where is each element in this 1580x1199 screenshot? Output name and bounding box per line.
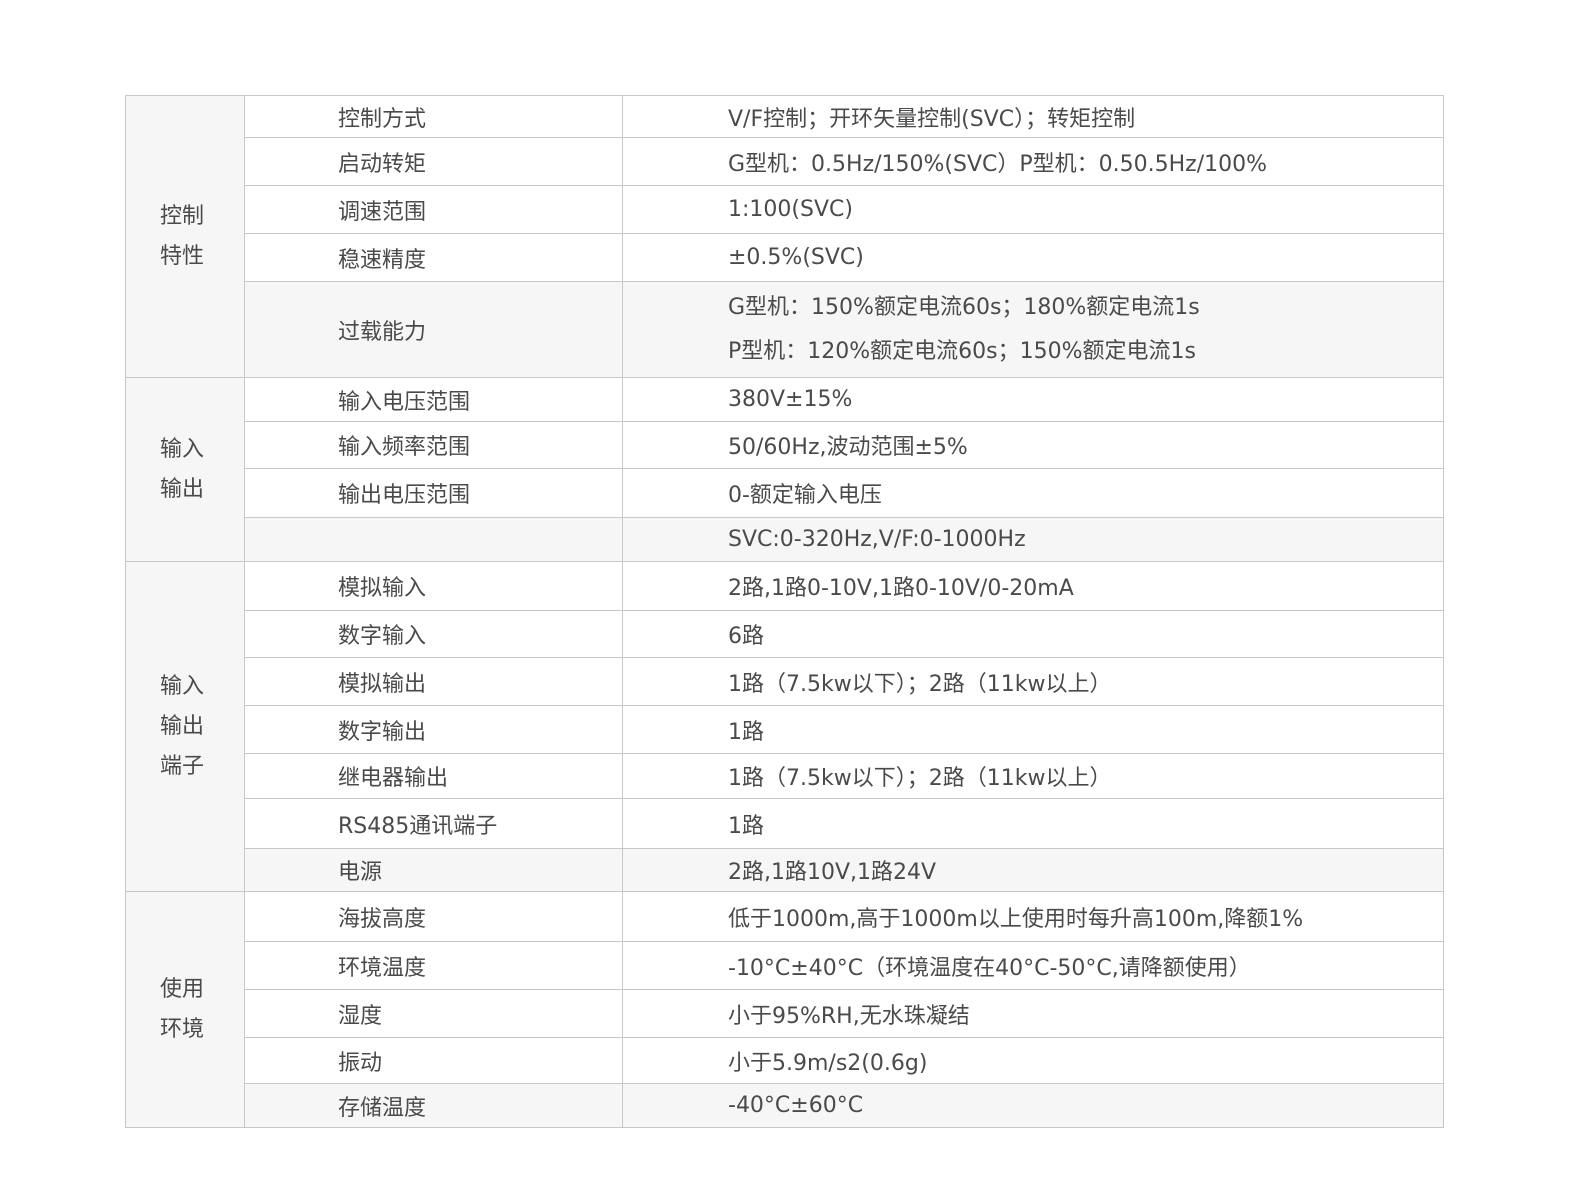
group-label: 控制 特性 — [125, 95, 245, 378]
spec-value: 6路 — [622, 610, 1444, 658]
spec-value-line: 1路 — [728, 813, 764, 839]
spec-name: 存储温度 — [244, 1083, 623, 1128]
table-row: 数字输入 6路 — [126, 610, 1444, 658]
spec-value-line: G型机：0.5Hz/150%(SVC）P型机：0.50.5Hz/100% — [728, 151, 1268, 177]
table-row: 模拟输出 1路（7.5kw以下）；2路（11kw以上） — [126, 657, 1444, 706]
spec-name: 海拔高度 — [244, 891, 623, 942]
spec-value-line: P型机：120%额定电流60s；150%额定电流1s — [728, 338, 1196, 364]
spec-value-line: 1路（7.5kw以下）；2路（11kw以上） — [728, 671, 1112, 697]
spec-value: G型机：150%额定电流60s；180%额定电流1s P型机：120%额定电流60… — [622, 281, 1444, 378]
spec-value: 低于1000m,高于1000m以上使用时每升高100m,降额1% — [622, 891, 1444, 942]
spec-value-line: 小于5.9m/s2(0.6g) — [728, 1050, 928, 1076]
spec-value: G型机：0.5Hz/150%(SVC）P型机：0.50.5Hz/100% — [622, 137, 1444, 186]
table-row: 过载能力 G型机：150%额定电流60s；180%额定电流1s P型机：120%额定… — [126, 281, 1444, 378]
spec-value-line: -10°C±40°C（环境温度在40°C-50°C,请降额使用） — [728, 955, 1251, 981]
table-row: 继电器输出 1路（7.5kw以下）；2路（11kw以上） — [126, 753, 1444, 799]
group-label-line: 输入 — [160, 436, 205, 462]
spec-name: RS485通讯端子 — [244, 798, 623, 849]
table-row: 存储温度 -40°C±60°C — [126, 1083, 1444, 1128]
spec-value-line: 6路 — [728, 624, 764, 649]
spec-value: 2路,1路0-10V,1路0-10V/0-20mA — [622, 561, 1444, 611]
spec-name: 启动转矩 — [244, 137, 623, 186]
spec-value: 380V±15% — [622, 377, 1444, 422]
spec-value: 1路（7.5kw以下）；2路（11kw以上） — [622, 657, 1444, 706]
spec-name — [244, 517, 623, 562]
spec-value-line: 2路,1路0-10V,1路0-10V/0-20mA — [728, 576, 1074, 601]
table-row: 稳速精度 ±0.5%(SVC) — [126, 233, 1444, 282]
group-label-line: 输出 — [160, 476, 205, 502]
table-row: 输入频率范围 50/60Hz,波动范围±5% — [126, 421, 1444, 469]
spec-value-line: 1路 — [728, 719, 764, 745]
table-row: SVC:0-320Hz,V/F:0-1000Hz — [126, 517, 1444, 562]
group-label: 输入 输出 端子 — [125, 561, 245, 892]
spec-value: 1路 — [622, 798, 1444, 849]
spec-name: 输入电压范围 — [244, 377, 623, 422]
table-row: 控制 特性 控制方式 V/F控制；开环矢量控制(SVC）；转矩控制 — [125, 95, 1444, 378]
spec-name: 数字输入 — [244, 610, 623, 658]
spec-name: 模拟输出 — [244, 657, 623, 706]
spec-value-line: 1:100(SVC) — [728, 197, 853, 222]
spec-name: 电源 — [244, 848, 623, 892]
spec-value: 小于95%RH,无水珠凝结 — [622, 989, 1444, 1038]
table-row: 启动转矩 G型机：0.5Hz/150%(SVC）P型机：0.50.5Hz/100% — [126, 137, 1444, 186]
spec-name: 调速范围 — [244, 185, 623, 234]
spec-name: 环境温度 — [244, 941, 623, 990]
table-row: RS485通讯端子 1路 — [126, 798, 1444, 849]
spec-value-line: -40°C±60°C — [728, 1093, 864, 1118]
spec-value: 1路 — [622, 705, 1444, 754]
table-row: 环境温度 -10°C±40°C（环境温度在40°C-50°C,请降额使用） — [126, 941, 1444, 990]
table-row: 使用 环境 海拔高度 低于1000m,高于1000m以上使用时每升高100m,降额1% — [125, 891, 1444, 1128]
spec-value-line: 1路（7.5kw以下）；2路（11kw以上） — [728, 766, 1112, 791]
spec-name: 输出电压范围 — [244, 468, 623, 518]
spec-value: 50/60Hz,波动范围±5% — [622, 421, 1444, 469]
spec-value: -40°C±60°C — [622, 1083, 1444, 1128]
spec-name: 继电器输出 — [244, 753, 623, 799]
table-row: 湿度 小于95%RH,无水珠凝结 — [126, 989, 1444, 1038]
group-label: 使用 环境 — [125, 891, 245, 1128]
group-label-line: 环境 — [160, 1016, 205, 1042]
group-label: 输入 输出 — [125, 377, 245, 562]
group-label-line: 控制 — [160, 203, 205, 229]
spec-value: 2路,1路10V,1路24V — [622, 848, 1444, 892]
spec-value: SVC:0-320Hz,V/F:0-1000Hz — [622, 517, 1444, 562]
table-row: 调速范围 1:100(SVC) — [126, 185, 1444, 234]
group-label-line: 端子 — [160, 753, 205, 779]
spec-name: 数字输出 — [244, 705, 623, 754]
group-label-line: 使用 — [160, 976, 205, 1002]
spec-name: 控制方式 — [244, 95, 623, 138]
spec-value-line: 2路,1路10V,1路24V — [728, 860, 937, 885]
spec-value-line: 0-额定输入电压 — [728, 483, 882, 508]
spec-value-line: ±0.5%(SVC) — [728, 245, 864, 270]
spec-value-line: 小于95%RH,无水珠凝结 — [728, 1003, 970, 1029]
spec-name: 输入频率范围 — [244, 421, 623, 469]
spec-value-line: V/F控制；开环矢量控制(SVC）；转矩控制 — [728, 106, 1136, 132]
table-row: 输出电压范围 0-额定输入电压 — [126, 468, 1444, 518]
spec-table: 控制 特性 控制方式 V/F控制；开环矢量控制(SVC）；转矩控制 启动转矩 G型机：0.… — [125, 95, 1444, 1128]
spec-name: 振动 — [244, 1037, 623, 1084]
spec-value: ±0.5%(SVC) — [622, 233, 1444, 282]
spec-name: 过载能力 — [244, 281, 623, 378]
table-row: 电源 2路,1路10V,1路24V — [126, 848, 1444, 892]
table-row: 振动 小于5.9m/s2(0.6g) — [126, 1037, 1444, 1084]
spec-value-line: 低于1000m,高于1000m以上使用时每升高100m,降额1% — [728, 906, 1304, 932]
spec-name: 模拟输入 — [244, 561, 623, 611]
spec-value: -10°C±40°C（环境温度在40°C-50°C,请降额使用） — [622, 941, 1444, 990]
spec-value-line: 50/60Hz,波动范围±5% — [728, 435, 968, 460]
group-label-line: 输入 — [160, 673, 205, 699]
table-row: 输入 输出 端子 模拟输入 2路,1路0-10V,1路0-10V/0-20mA — [125, 561, 1444, 892]
spec-value: 1:100(SVC) — [622, 185, 1444, 234]
spec-value: V/F控制；开环矢量控制(SVC）；转矩控制 — [622, 95, 1444, 138]
spec-value: 0-额定输入电压 — [622, 468, 1444, 518]
group-label-line: 输出 — [160, 713, 205, 739]
table-row: 输入 输出 输入电压范围 380V±15% — [125, 377, 1444, 562]
spec-value: 小于5.9m/s2(0.6g) — [622, 1037, 1444, 1084]
spec-value-line: SVC:0-320Hz,V/F:0-1000Hz — [728, 527, 1026, 552]
spec-value: 1路（7.5kw以下）；2路（11kw以上） — [622, 753, 1444, 799]
spec-value-line: G型机：150%额定电流60s；180%额定电流1s — [728, 294, 1200, 320]
spec-name: 湿度 — [244, 989, 623, 1038]
spec-value-line: 380V±15% — [728, 387, 853, 412]
table-row: 数字输出 1路 — [126, 705, 1444, 754]
spec-name: 稳速精度 — [244, 233, 623, 282]
group-label-line: 特性 — [160, 243, 205, 269]
